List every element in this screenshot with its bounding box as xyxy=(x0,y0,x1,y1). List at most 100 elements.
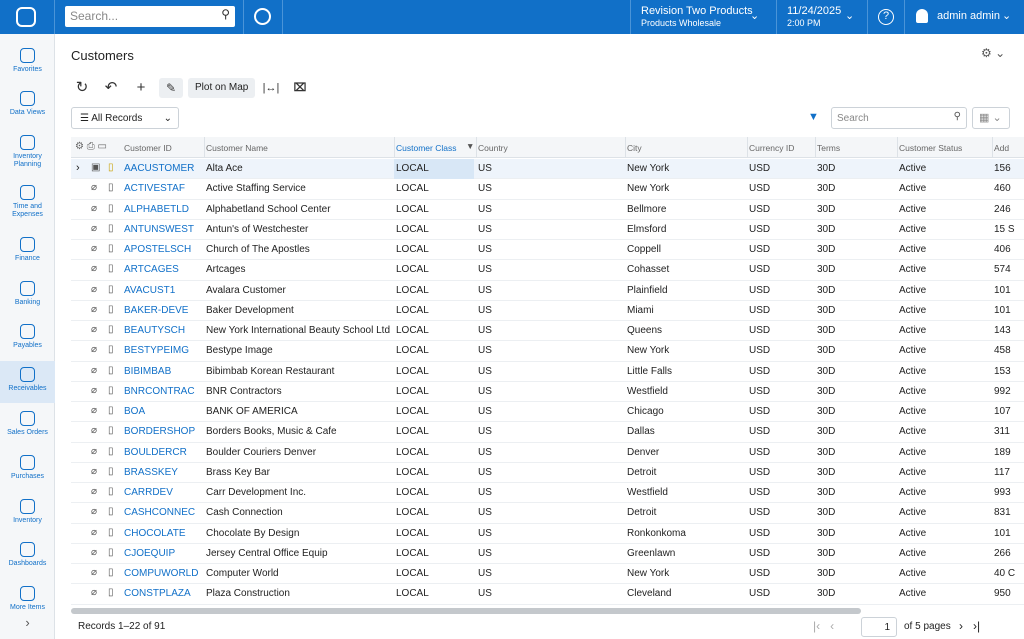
note-icon[interactable]: ▯ xyxy=(108,425,114,437)
grid-row[interactable]: ⌀ ▯ BOA BANK OF AMERICA LOCAL US Chicago USD 30D… xyxy=(71,402,1024,423)
grid-row[interactable]: ⌀ ▯ BNRCONTRAC BNR Contractors LOCAL US Westfi… xyxy=(71,382,1024,402)
grid-row[interactable]: ⌀ ▯ AVACUST1 Avalara Customer LOCAL US Plainfi… xyxy=(71,281,1024,301)
note-icon[interactable]: ▯ xyxy=(108,243,114,254)
grid-row[interactable]: ⌀ ▯ CONSTPLAZA Plaza Construction LOCAL US Cle… xyxy=(71,584,1024,605)
note-icon[interactable]: ▯ xyxy=(108,526,114,538)
note-icon[interactable]: ▯ xyxy=(108,364,114,376)
nav-item[interactable]: Purchases xyxy=(0,449,55,489)
nav-item[interactable]: Inventory Planning xyxy=(0,129,55,169)
attachment-icon[interactable]: ⌀ xyxy=(91,182,98,194)
note-icon[interactable]: ▯ xyxy=(108,162,114,173)
customer-id-link[interactable]: CARRDEV xyxy=(124,487,173,498)
note-icon[interactable]: ▯ xyxy=(108,222,114,234)
grid-row[interactable]: ⌀ ▯ BEAUTYSCH New York International Beauty… xyxy=(71,321,1024,342)
nav-item[interactable]: Favorites xyxy=(0,42,55,82)
grid-row[interactable]: ⌀ ▯ BIBIMBAB Bibimbab Korean Restaurant LOCA… xyxy=(71,362,1024,382)
note-icon[interactable]: ▯ xyxy=(108,465,114,477)
column-header[interactable]: Currency ID xyxy=(749,143,795,153)
nav-collapse[interactable]: › xyxy=(25,615,30,630)
grid-row[interactable]: ⌀ ▯ CHOCOLATE Chocolate By Design LOCAL US Ron… xyxy=(71,524,1024,544)
add[interactable]: + xyxy=(136,79,146,96)
scrollbar[interactable] xyxy=(71,608,861,614)
grid-row[interactable]: ⌀ ▯ ACTIVESTAF Active Staffing Service LOCAL… xyxy=(71,179,1024,200)
grid-row[interactable]: ⌀ ▯ ARTCAGES Artcages LOCAL US Cohasset USD 30D A… xyxy=(71,260,1024,281)
customer-id-link[interactable]: ARTCAGES xyxy=(124,264,179,276)
help[interactable]: ? xyxy=(878,9,894,25)
note-icon[interactable]: ▯ xyxy=(108,182,114,194)
grid-row[interactable]: ⌀ ▯ CASHCONNEC Cash Connection LOCAL US Detroi… xyxy=(71,503,1024,524)
customer-id-link[interactable]: CHOCOLATE xyxy=(124,527,186,539)
attachment-icon[interactable]: ⌀ xyxy=(91,465,98,477)
grid-row[interactable]: ⌀ ▯ BORDERSHOP Borders Books, Music & Cafe L… xyxy=(71,422,1024,443)
nav-item[interactable]: Payables xyxy=(0,318,55,358)
customer-id-link[interactable]: BESTYPEIMG xyxy=(124,345,190,357)
nav-item[interactable]: Banking xyxy=(0,275,55,315)
nav-item[interactable]: Data Views xyxy=(0,85,55,125)
attachment-icon[interactable]: ▣ xyxy=(91,162,101,173)
pager-next[interactable]: › ›| xyxy=(959,619,981,633)
nav-item[interactable]: Receivables xyxy=(0,361,55,403)
attachment-icon[interactable]: ⌀ xyxy=(91,222,98,234)
undo[interactable]: ↶ xyxy=(104,79,118,96)
note-icon[interactable]: ▯ xyxy=(108,283,114,295)
grid-row[interactable]: ⌀ ▯ BAKER-DEVE Baker Development LOCAL US Miam… xyxy=(71,301,1024,321)
grid-search[interactable]: Search ⚲ xyxy=(831,107,967,129)
grid-row[interactable]: ⌀ ▯ APOSTELSCH Church of The Apostles LOCAL U… xyxy=(71,240,1024,261)
customer-id-link[interactable]: BEAUTYSCH xyxy=(124,325,186,336)
customer-id-link[interactable]: BIBIMBAB xyxy=(124,365,172,377)
note-icon[interactable]: ▯ xyxy=(108,303,114,315)
grid-row[interactable]: ⌀ ▯ CJOEQUIP Jersey Central Office Equip LOC… xyxy=(71,544,1024,564)
customer-id-link[interactable]: CASHCONNEC xyxy=(124,507,196,519)
note-icon[interactable]: ▯ xyxy=(108,263,114,275)
note-icon[interactable]: ▯ xyxy=(108,486,114,497)
nav-item[interactable]: More Items xyxy=(0,580,55,620)
history-button[interactable] xyxy=(254,8,271,25)
page-input[interactable]: 1 xyxy=(861,617,897,637)
attachment-icon[interactable]: ⌀ xyxy=(91,526,98,538)
column-header[interactable]: Customer ID xyxy=(124,143,172,153)
attachment-icon[interactable]: ⌀ xyxy=(91,344,98,356)
company[interactable]: Revision Two Products xyxy=(641,5,753,17)
customer-id-link[interactable]: AVACUST1 xyxy=(124,284,176,296)
column-header[interactable]: Customer Status xyxy=(899,143,963,153)
attachment-icon[interactable]: ⌀ xyxy=(91,364,98,376)
grid-row[interactable]: ⌀ ▯ COMPUWORLD Computer World LOCAL US New Yor… xyxy=(71,564,1024,585)
note-icon[interactable]: ▯ xyxy=(108,324,114,335)
user-name[interactable]: admin admin xyxy=(937,10,1000,22)
column-header[interactable]: Country xyxy=(478,143,508,153)
attachment-icon[interactable]: ⌀ xyxy=(91,243,98,254)
column-header[interactable]: City xyxy=(627,143,642,153)
customer-id-link[interactable]: APOSTELSCH xyxy=(124,244,192,255)
attachment-icon[interactable]: ⌀ xyxy=(91,263,98,275)
pager-first[interactable]: |‹ ‹ xyxy=(813,619,835,633)
nav-item[interactable]: Inventory xyxy=(0,493,55,533)
column-header[interactable]: Customer Class xyxy=(396,143,457,153)
note-icon[interactable]: ▯ xyxy=(108,405,114,416)
grid-row[interactable]: ⌀ ▯ BOULDERCR Boulder Couriers Denver LOCAL U… xyxy=(71,443,1024,463)
customer-id-link[interactable]: ALPHABETLD xyxy=(124,203,190,215)
grid-row[interactable]: ⌀ ▯ BESTYPEIMG Bestype Image LOCAL US New York… xyxy=(71,341,1024,362)
nav-item[interactable]: Time and Expenses xyxy=(0,179,55,219)
note-icon[interactable]: ▯ xyxy=(108,445,114,457)
nav-item[interactable]: Finance xyxy=(0,231,55,271)
column-header[interactable]: Add xyxy=(994,143,1010,153)
plot-on-map[interactable]: Plot on Map xyxy=(188,78,256,98)
nav-item[interactable]: Dashboards xyxy=(0,536,55,576)
attachment-icon[interactable]: ⌀ xyxy=(91,506,98,518)
attachment-icon[interactable]: ⌀ xyxy=(91,283,98,295)
customer-id-link[interactable]: BOULDERCR xyxy=(124,446,187,458)
settings-menu[interactable]: ⚙ ⌄ xyxy=(981,46,1006,60)
attachment-icon[interactable]: ⌀ xyxy=(91,405,98,416)
customer-id-link[interactable]: CJOEQUIP xyxy=(124,547,176,559)
attachment-icon[interactable]: ⌀ xyxy=(91,384,98,396)
attachment-icon[interactable]: ⌀ xyxy=(91,202,98,214)
filter-dropdown[interactable]: ☰ All Records ⌄ xyxy=(71,107,179,129)
grid-row[interactable]: ⌀ ▯ BRASSKEY Brass Key Bar LOCAL US Detroit USD… xyxy=(71,463,1024,483)
customer-id-link[interactable]: AACUSTOMER xyxy=(124,163,195,174)
grid-row[interactable]: › ▣ ▯ AACUSTOMER Alta Ace LOCAL US New York USD 3… xyxy=(71,159,1024,180)
grid-row[interactable]: ⌀ ▯ ANTUNSWEST Antun's of Westchester LOCAL U… xyxy=(71,220,1024,240)
customer-id-link[interactable]: COMPUWORLD xyxy=(124,568,199,579)
customer-id-link[interactable]: BOA xyxy=(124,406,146,417)
date[interactable]: 11/24/2025 xyxy=(787,5,842,17)
logo[interactable] xyxy=(16,7,36,27)
